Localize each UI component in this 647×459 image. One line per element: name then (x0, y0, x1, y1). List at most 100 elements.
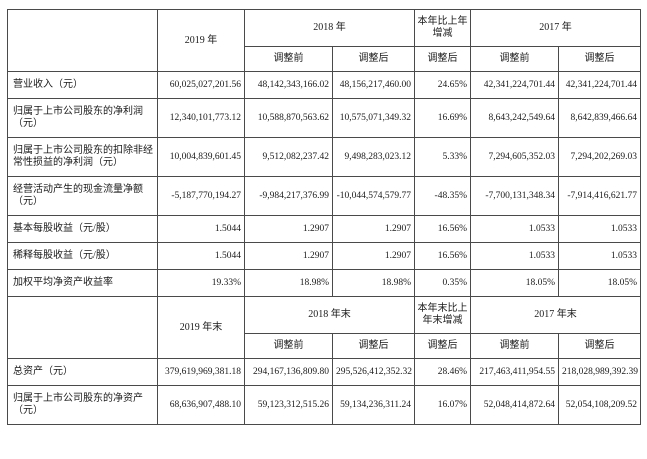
row-label: 基本每股收益（元/股） (7, 215, 158, 243)
value-cell: 294,167,136,809.80 (244, 358, 333, 386)
row-label: 归属于上市公司股东的扣除非经常性损益的净利润（元） (7, 137, 158, 177)
value-cell: 1.0533 (558, 242, 641, 270)
value-cell: 218,028,989,392.39 (558, 358, 641, 386)
col-header-2018: 2018 年 (244, 9, 415, 47)
row-label: 经营活动产生的现金流量净额（元） (7, 176, 158, 216)
value-cell: 42,341,224,701.44 (558, 71, 641, 99)
table-row: 加权平均净资产收益率 19.33% 18.98% 18.98% 0.35% 18.05% 1… (7, 269, 641, 297)
value-cell: 12,340,101,773.12 (157, 98, 245, 138)
value-cell: 10,575,071,349.32 (332, 98, 415, 138)
row-label: 总资产（元） (7, 358, 158, 386)
col-header-2019-end: 2019 年末 (157, 296, 245, 359)
value-cell: 1.0533 (470, 215, 559, 243)
table-row: 稀释每股收益（元/股） 1.5044 1.2907 1.2907 16.56% 1.053… (7, 242, 641, 270)
value-cell: 1.5044 (157, 242, 245, 270)
subheader-2017end-before: 调整前 (470, 333, 559, 359)
value-cell: -48.35% (414, 176, 471, 216)
table-row: 总资产（元） 379,619,969,381.18 294,167,136,809.… (7, 358, 641, 386)
value-cell: 18.05% (470, 269, 559, 297)
corner-cell (7, 9, 158, 72)
value-cell: 7,294,605,352.03 (470, 137, 559, 177)
value-cell: 1.2907 (244, 215, 333, 243)
section2-header: 2019 年末 2018 年末 本年末比上年末增减 2017 年末 调整前 调整… (7, 296, 641, 359)
section1-body: 营业收入（元） 60,025,027,201.56 48,142,343,166.0… (7, 71, 641, 297)
value-cell: 10,588,870,563.62 (244, 98, 333, 138)
value-cell: 1.2907 (332, 242, 415, 270)
value-cell: -7,914,416,621.77 (558, 176, 641, 216)
section2-body: 总资产（元） 379,619,969,381.18 294,167,136,809.… (7, 358, 641, 425)
value-cell: 16.69% (414, 98, 471, 138)
row-label: 加权平均净资产收益率 (7, 269, 158, 297)
row-label: 营业收入（元） (7, 71, 158, 99)
subheader-2017end-after: 调整后 (558, 333, 641, 359)
value-cell: 28.46% (414, 358, 471, 386)
value-cell: 8,643,242,549.64 (470, 98, 559, 138)
value-cell: 48,156,217,460.00 (332, 71, 415, 99)
subheader-2018end-before: 调整前 (244, 333, 333, 359)
value-cell: 18.98% (332, 269, 415, 297)
value-cell: 52,048,414,872.64 (470, 385, 559, 425)
header-row-3: 2019 年末 2018 年末 本年末比上年末增减 2017 年末 (7, 296, 641, 359)
value-cell: 16.56% (414, 242, 471, 270)
subheader-2018-after: 调整后 (332, 46, 415, 72)
table-row: 基本每股收益（元/股） 1.5044 1.2907 1.2907 16.56% 1.053… (7, 215, 641, 243)
header-row-1: 2019 年 2018 年 本年比上年增减 2017 年 (7, 9, 641, 72)
value-cell: -9,984,217,376.99 (244, 176, 333, 216)
value-cell: 1.2907 (244, 242, 333, 270)
financial-summary-table: 2019 年 2018 年 本年比上年增减 2017 年 调整前 调整后 调整后… (7, 9, 641, 425)
value-cell: 9,498,283,023.12 (332, 137, 415, 177)
col-header-2018-end: 2018 年末 (244, 296, 415, 334)
subheader-2017-after: 调整后 (558, 46, 641, 72)
value-cell: 1.5044 (157, 215, 245, 243)
col-header-2019: 2019 年 (157, 9, 245, 72)
header-row-2: 调整前 调整后 调整后 调整前 调整后 (8, 46, 641, 72)
value-cell: 10,004,839,601.45 (157, 137, 245, 177)
row-label: 稀释每股收益（元/股） (7, 242, 158, 270)
col-header-2017-end: 2017 年末 (470, 296, 641, 334)
col-header-2017: 2017 年 (470, 9, 641, 47)
value-cell: 5.33% (414, 137, 471, 177)
value-cell: 217,463,411,954.55 (470, 358, 559, 386)
value-cell: 19.33% (157, 269, 245, 297)
value-cell: -7,700,131,348.34 (470, 176, 559, 216)
col-header-change-end: 本年末比上年末增减 (414, 296, 471, 334)
value-cell: 1.2907 (332, 215, 415, 243)
subheader-changeend-after: 调整后 (414, 333, 471, 359)
section1-header: 2019 年 2018 年 本年比上年增减 2017 年 调整前 调整后 调整后… (7, 9, 641, 72)
value-cell: 0.35% (414, 269, 471, 297)
value-cell: -10,044,574,579.77 (332, 176, 415, 216)
subheader-2017-before: 调整前 (470, 46, 559, 72)
value-cell: -5,187,770,194.27 (157, 176, 245, 216)
value-cell: 295,526,412,352.32 (332, 358, 415, 386)
value-cell: 48,142,343,166.02 (244, 71, 333, 99)
value-cell: 7,294,202,269.03 (558, 137, 641, 177)
subheader-2018end-after: 调整后 (332, 333, 415, 359)
value-cell: 42,341,224,701.44 (470, 71, 559, 99)
value-cell: 68,636,907,488.10 (157, 385, 245, 425)
table-row: 营业收入（元） 60,025,027,201.56 48,142,343,166.0… (7, 71, 641, 99)
col-header-change: 本年比上年增减 (414, 9, 471, 47)
value-cell: 18.05% (558, 269, 641, 297)
value-cell: 52,054,108,209.52 (558, 385, 641, 425)
value-cell: 59,134,236,311.24 (332, 385, 415, 425)
row-label: 归属于上市公司股东的净利润（元） (7, 98, 158, 138)
value-cell: 60,025,027,201.56 (157, 71, 245, 99)
value-cell: 379,619,969,381.18 (157, 358, 245, 386)
value-cell: 1.0533 (470, 242, 559, 270)
value-cell: 8,642,839,466.64 (558, 98, 641, 138)
value-cell: 16.07% (414, 385, 471, 425)
value-cell: 16.56% (414, 215, 471, 243)
subheader-change-after: 调整后 (414, 46, 471, 72)
table-row: 归属于上市公司股东的净资产（元） 68,636,907,488.10 59,123,… (7, 385, 641, 425)
table-row: 归属于上市公司股东的扣除非经常性损益的净利润（元） 10,004,839,601.… (7, 137, 641, 177)
value-cell: 59,123,312,515.26 (244, 385, 333, 425)
corner-cell-2 (7, 296, 158, 359)
row-label: 归属于上市公司股东的净资产（元） (7, 385, 158, 425)
value-cell: 18.98% (244, 269, 333, 297)
value-cell: 1.0533 (558, 215, 641, 243)
table-row: 归属于上市公司股东的净利润（元） 12,340,101,773.12 10,588,… (7, 98, 641, 138)
table-row: 经营活动产生的现金流量净额（元） -5,187,770,194.27 -9,984,… (7, 176, 641, 216)
value-cell: 9,512,082,237.42 (244, 137, 333, 177)
value-cell: 24.65% (414, 71, 471, 99)
